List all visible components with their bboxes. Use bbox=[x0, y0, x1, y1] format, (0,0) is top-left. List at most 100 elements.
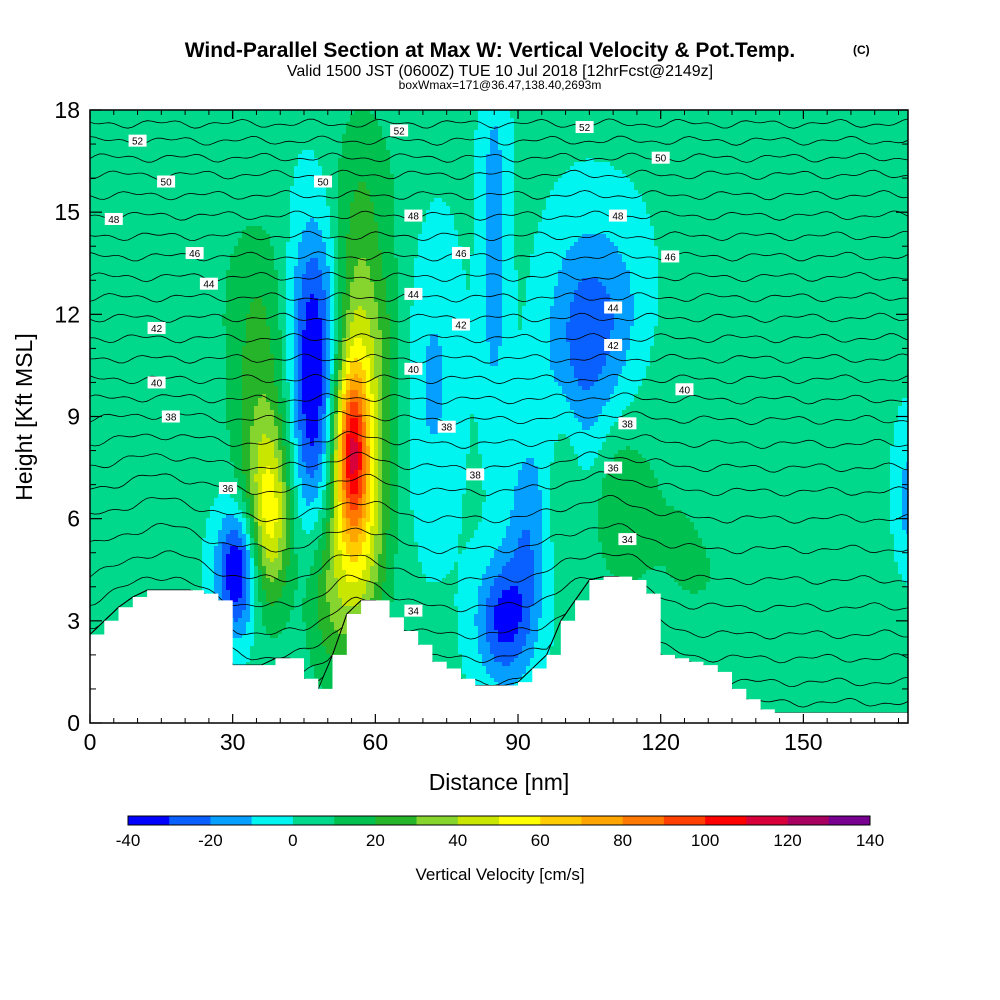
velocity-cell bbox=[146, 486, 151, 491]
velocity-cell bbox=[98, 402, 103, 407]
velocity-cell bbox=[126, 534, 131, 539]
velocity-cell bbox=[114, 422, 119, 427]
velocity-cell bbox=[102, 398, 107, 403]
velocity-cell bbox=[146, 474, 151, 479]
velocity-cell bbox=[166, 126, 171, 131]
velocity-cell bbox=[114, 590, 119, 595]
velocity-cell bbox=[114, 574, 119, 579]
velocity-cell bbox=[126, 386, 131, 391]
velocity-cell bbox=[110, 518, 115, 523]
velocity-cell bbox=[134, 510, 139, 515]
velocity-cell bbox=[126, 162, 131, 167]
velocity-cell bbox=[118, 286, 123, 291]
velocity-cell bbox=[94, 238, 99, 243]
velocity-cell bbox=[150, 170, 155, 175]
velocity-cell bbox=[162, 214, 167, 219]
velocity-cell bbox=[150, 186, 155, 191]
velocity-cell bbox=[162, 450, 167, 455]
velocity-cell bbox=[162, 278, 167, 283]
velocity-cell bbox=[162, 290, 167, 295]
velocity-cell bbox=[106, 166, 111, 171]
velocity-cell bbox=[138, 534, 143, 539]
velocity-cell bbox=[146, 318, 151, 323]
velocity-cell bbox=[142, 518, 147, 523]
velocity-cell bbox=[106, 182, 111, 187]
velocity-cell bbox=[94, 290, 99, 295]
velocity-cell bbox=[102, 514, 107, 519]
velocity-cell bbox=[146, 362, 151, 367]
velocity-cell bbox=[154, 270, 159, 275]
velocity-cell bbox=[150, 510, 155, 515]
velocity-cell bbox=[134, 326, 139, 331]
velocity-cell bbox=[142, 302, 147, 307]
velocity-cell bbox=[122, 438, 127, 443]
velocity-cell bbox=[102, 586, 107, 591]
velocity-cell bbox=[118, 554, 123, 559]
velocity-cell bbox=[98, 390, 103, 395]
velocity-cell bbox=[114, 482, 119, 487]
velocity-cell bbox=[106, 562, 111, 567]
velocity-cell bbox=[142, 230, 147, 235]
velocity-cell bbox=[130, 302, 135, 307]
velocity-cell bbox=[98, 606, 103, 611]
velocity-cell bbox=[126, 354, 131, 359]
velocity-cell bbox=[102, 462, 107, 467]
velocity-cell bbox=[138, 182, 143, 187]
velocity-cell bbox=[166, 366, 171, 371]
velocity-cell bbox=[98, 542, 103, 547]
velocity-cell bbox=[102, 458, 107, 463]
velocity-cell bbox=[162, 166, 167, 171]
velocity-cell bbox=[130, 562, 135, 567]
velocity-cell bbox=[106, 574, 111, 579]
velocity-cell bbox=[102, 286, 107, 291]
velocity-cell bbox=[102, 446, 107, 451]
velocity-cell bbox=[122, 250, 127, 255]
velocity-cell bbox=[94, 610, 99, 615]
velocity-cell bbox=[122, 402, 127, 407]
velocity-cell bbox=[138, 190, 143, 195]
velocity-cell bbox=[142, 194, 147, 199]
velocity-cell bbox=[126, 366, 131, 371]
velocity-cell bbox=[102, 530, 107, 535]
velocity-cell bbox=[138, 418, 143, 423]
velocity-cell bbox=[158, 430, 163, 435]
velocity-cell bbox=[142, 282, 147, 287]
velocity-cell bbox=[134, 302, 139, 307]
velocity-cell bbox=[94, 162, 99, 167]
velocity-cell bbox=[134, 306, 139, 311]
velocity-cell bbox=[138, 222, 143, 227]
velocity-cell bbox=[94, 582, 99, 587]
velocity-cell bbox=[138, 466, 143, 471]
velocity-cell bbox=[154, 426, 159, 431]
velocity-cell bbox=[130, 426, 135, 431]
velocity-cell bbox=[114, 510, 119, 515]
velocity-cell bbox=[122, 306, 127, 311]
velocity-cell bbox=[134, 206, 139, 211]
velocity-cell bbox=[142, 494, 147, 499]
velocity-cell bbox=[130, 546, 135, 551]
velocity-cell bbox=[138, 358, 143, 363]
velocity-cell bbox=[146, 466, 151, 471]
velocity-cell bbox=[138, 498, 143, 503]
velocity-cell bbox=[102, 230, 107, 235]
velocity-cell bbox=[138, 394, 143, 399]
velocity-cell bbox=[126, 202, 131, 207]
velocity-cell bbox=[114, 570, 119, 575]
velocity-cell bbox=[142, 274, 147, 279]
velocity-cell bbox=[158, 406, 163, 411]
velocity-cell bbox=[102, 130, 107, 135]
velocity-cell bbox=[102, 382, 107, 387]
velocity-cell bbox=[130, 230, 135, 235]
velocity-cell bbox=[162, 566, 167, 571]
velocity-cell bbox=[94, 578, 99, 583]
velocity-cell bbox=[126, 518, 131, 523]
velocity-cell bbox=[126, 514, 131, 519]
velocity-cell bbox=[122, 394, 127, 399]
velocity-cell bbox=[134, 514, 139, 519]
velocity-cell bbox=[114, 402, 119, 407]
velocity-cell bbox=[154, 146, 159, 151]
velocity-cell bbox=[142, 126, 147, 131]
velocity-cell bbox=[114, 550, 119, 555]
velocity-cell bbox=[134, 166, 139, 171]
velocity-cell bbox=[98, 570, 103, 575]
